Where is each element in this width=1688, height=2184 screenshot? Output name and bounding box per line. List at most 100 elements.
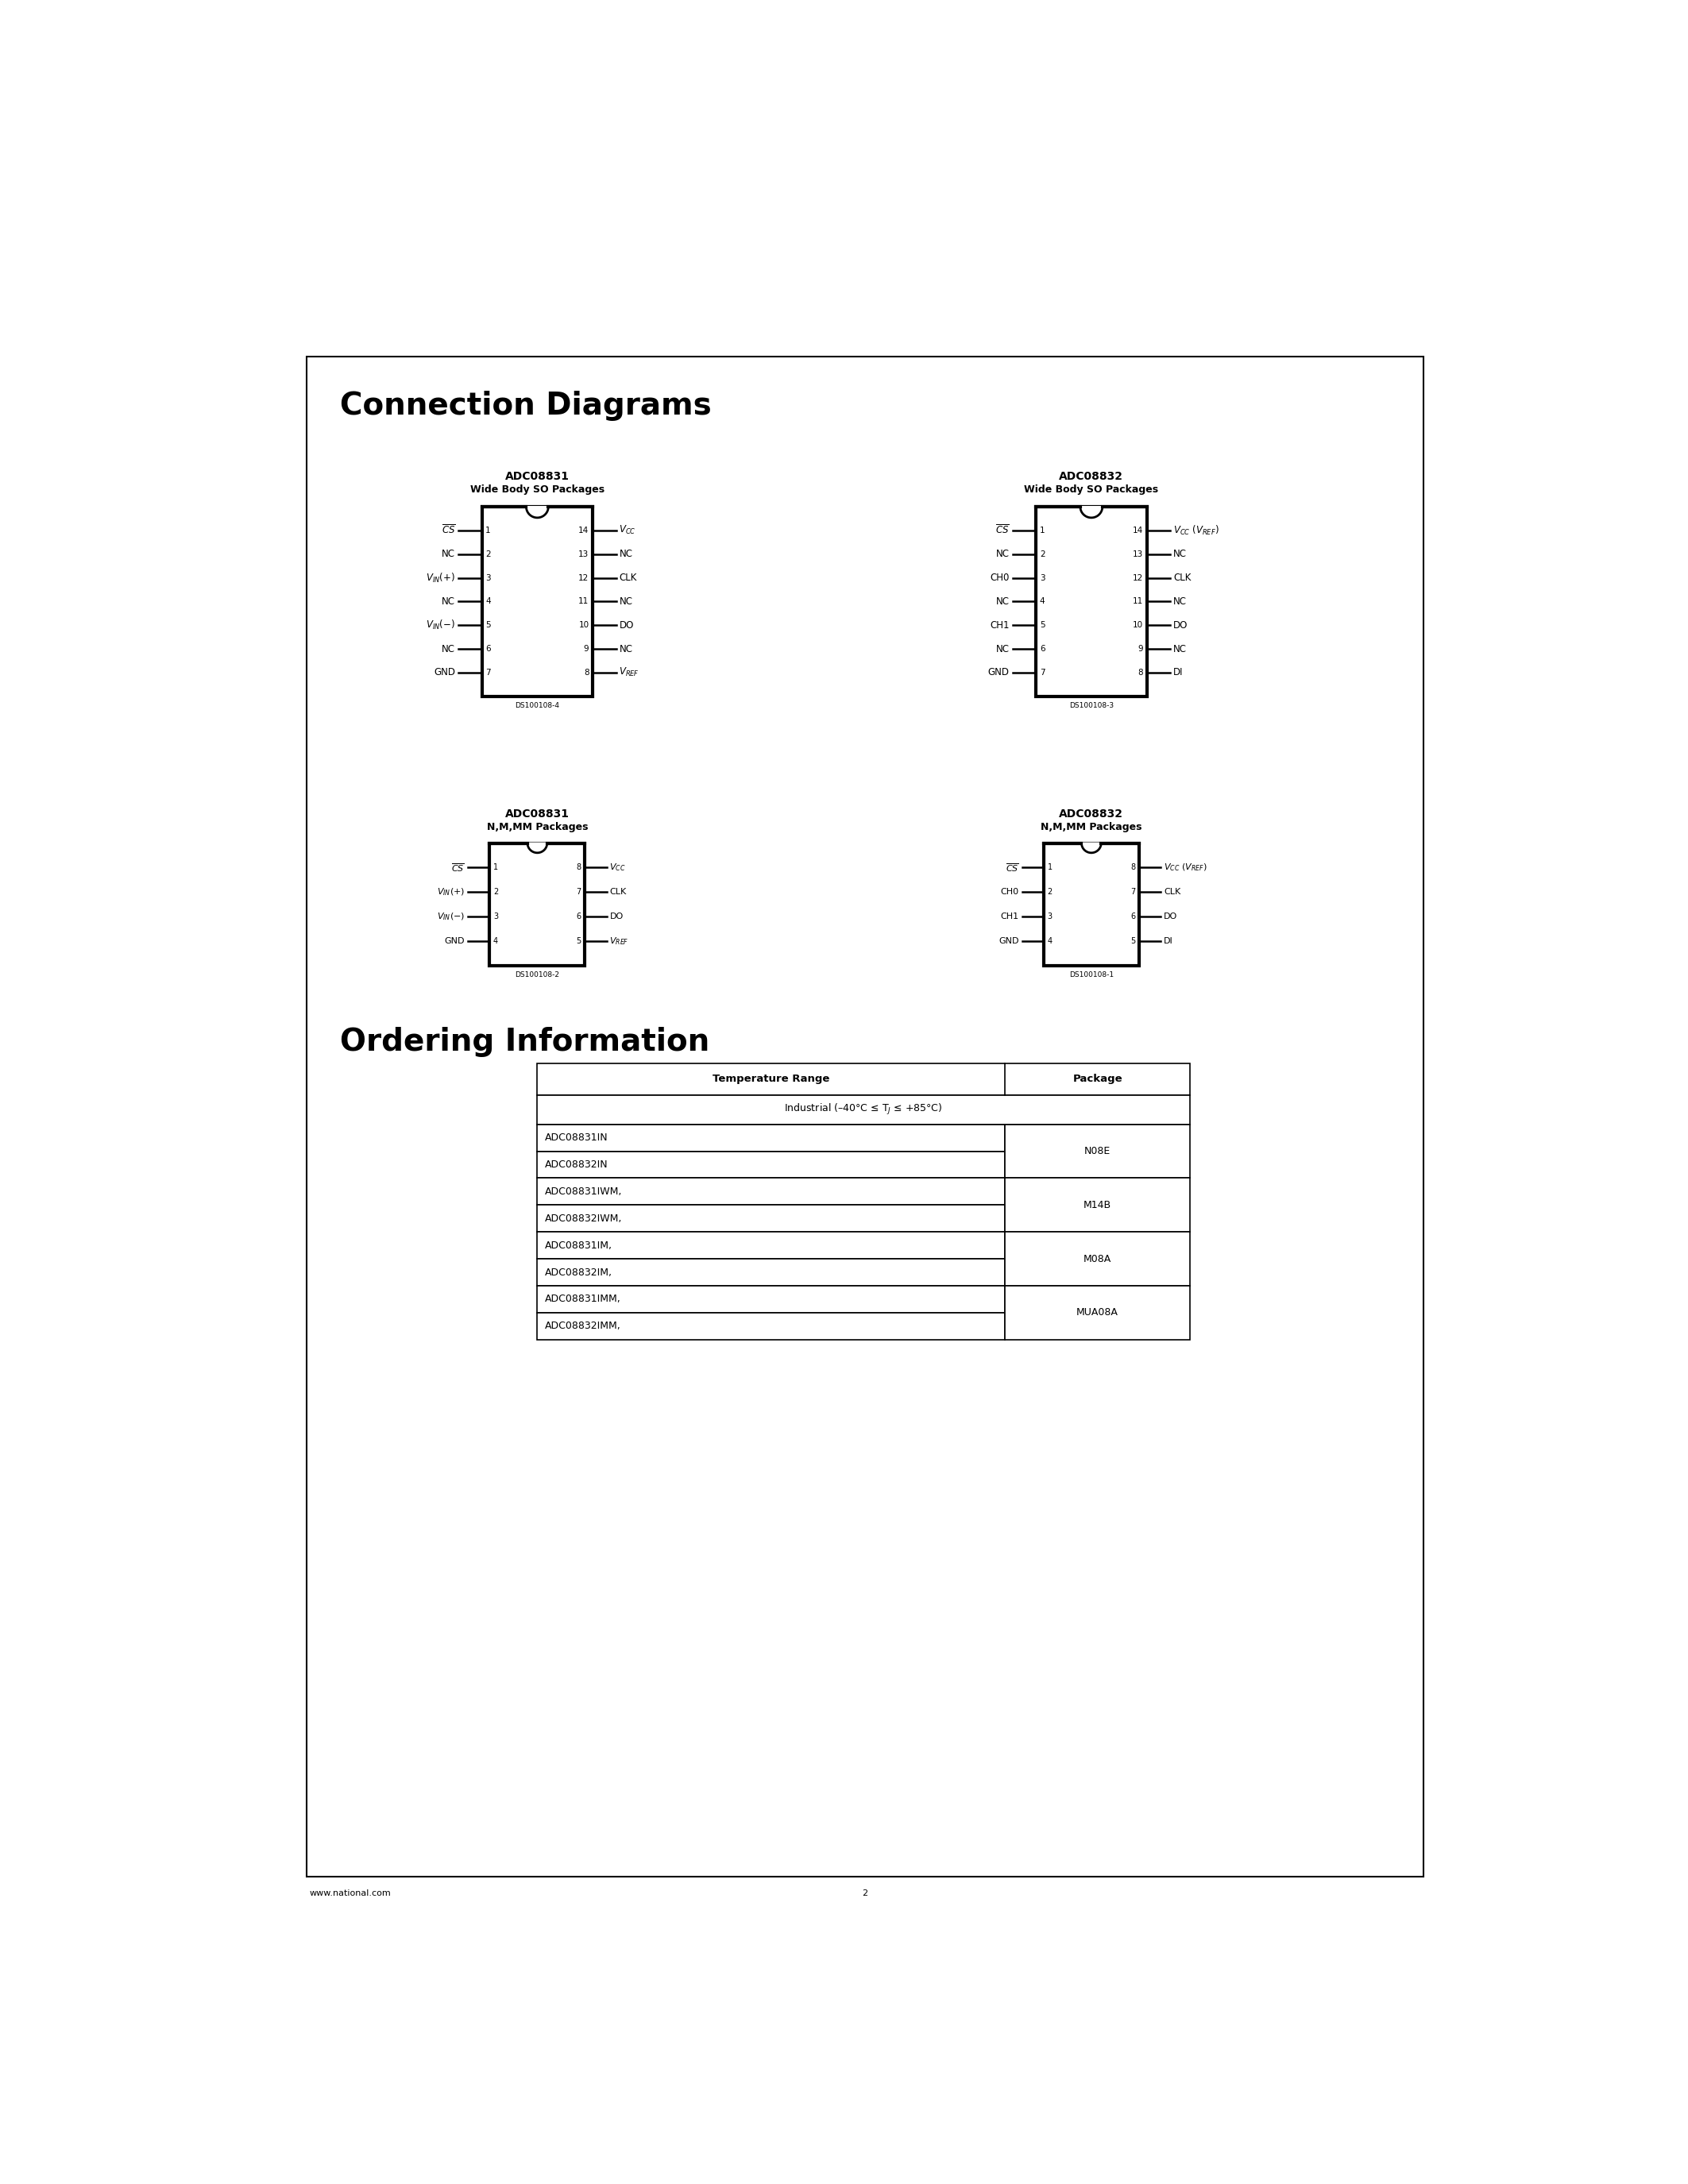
Text: $V_{CC}$: $V_{CC}$	[609, 863, 626, 874]
Text: CLK: CLK	[1173, 572, 1192, 583]
Text: DS100108-2: DS100108-2	[515, 972, 559, 978]
Text: 10: 10	[1133, 620, 1143, 629]
Text: Industrial (–40°C ≤ T$_J$ ≤ +85°C): Industrial (–40°C ≤ T$_J$ ≤ +85°C)	[785, 1103, 942, 1116]
Text: 4: 4	[1047, 937, 1052, 946]
Text: Ordering Information: Ordering Information	[341, 1026, 711, 1057]
Text: 12: 12	[579, 574, 589, 581]
Text: 3: 3	[1047, 913, 1052, 919]
Text: 11: 11	[579, 598, 589, 605]
Text: NC: NC	[442, 644, 456, 653]
Text: NC: NC	[996, 596, 1009, 607]
Text: NC: NC	[996, 548, 1009, 559]
Text: 2: 2	[493, 889, 498, 895]
Text: 14: 14	[579, 526, 589, 535]
Text: $\overline{CS}$: $\overline{CS}$	[441, 524, 456, 537]
Text: ADC08831: ADC08831	[505, 808, 569, 819]
Bar	[481, 507, 592, 697]
Text: NC: NC	[619, 596, 633, 607]
Text: ADC08831IWM,: ADC08831IWM,	[545, 1186, 621, 1197]
Bar	[537, 1206, 1004, 1232]
Text: 13: 13	[579, 550, 589, 559]
Text: CH0: CH0	[1001, 889, 1020, 895]
Text: 6: 6	[1040, 644, 1045, 653]
Text: 12: 12	[1133, 574, 1143, 581]
Text: ADC08831IM,: ADC08831IM,	[545, 1241, 613, 1251]
Text: 10: 10	[579, 620, 589, 629]
Text: 13: 13	[1133, 550, 1143, 559]
Text: 4: 4	[493, 937, 498, 946]
Text: Package: Package	[1072, 1075, 1123, 1083]
Bar	[537, 1177, 1004, 1206]
Bar	[537, 1064, 1190, 1094]
Bar	[537, 1258, 1004, 1286]
Bar	[307, 356, 1423, 1876]
Text: CLK: CLK	[1163, 889, 1180, 895]
Text: CH1: CH1	[989, 620, 1009, 631]
Text: N,M,MM Packages: N,M,MM Packages	[486, 821, 587, 832]
Text: NC: NC	[442, 596, 456, 607]
Text: GND: GND	[999, 937, 1020, 946]
Text: NC: NC	[1173, 548, 1187, 559]
Text: 5: 5	[576, 937, 581, 946]
Text: $V_{IN}(-)$: $V_{IN}(-)$	[425, 618, 456, 631]
Text: N,M,MM Packages: N,M,MM Packages	[1041, 821, 1143, 832]
Text: NC: NC	[619, 644, 633, 653]
Text: GND: GND	[434, 668, 456, 677]
Text: $V_{CC}$: $V_{CC}$	[619, 524, 636, 537]
Text: 1: 1	[1047, 863, 1052, 871]
Text: 3: 3	[1040, 574, 1045, 581]
Bar	[537, 1125, 1004, 1151]
Text: $V_{REF}$: $V_{REF}$	[609, 935, 630, 946]
Text: CH1: CH1	[1001, 913, 1020, 919]
Text: Temperature Range: Temperature Range	[712, 1075, 830, 1083]
Bar	[537, 1313, 1004, 1339]
Text: CLK: CLK	[609, 889, 626, 895]
Text: ADC08832IM,: ADC08832IM,	[545, 1267, 613, 1278]
Text: NC: NC	[442, 548, 456, 559]
Bar	[537, 1286, 1004, 1313]
Text: ADC08831IMM,: ADC08831IMM,	[545, 1295, 621, 1304]
Bar	[537, 1094, 1190, 1125]
Bar	[1004, 1232, 1190, 1286]
Text: DO: DO	[609, 913, 623, 919]
Text: DI: DI	[1163, 937, 1173, 946]
Text: 6: 6	[1131, 913, 1136, 919]
Bar	[1004, 1286, 1190, 1339]
Text: $V_{CC}$ ($V_{REF}$): $V_{CC}$ ($V_{REF}$)	[1163, 863, 1207, 874]
Text: $\overline{CS}$: $\overline{CS}$	[452, 863, 464, 874]
Text: 7: 7	[1131, 889, 1136, 895]
Text: 1: 1	[486, 526, 491, 535]
Text: ADC08832IMM,: ADC08832IMM,	[545, 1321, 621, 1332]
Text: NC: NC	[1173, 644, 1187, 653]
Text: 3: 3	[493, 913, 498, 919]
Text: 7: 7	[576, 889, 581, 895]
Text: $V_{IN}(+)$: $V_{IN}(+)$	[425, 572, 456, 583]
Text: $V_{IN}(-)$: $V_{IN}(-)$	[437, 911, 464, 922]
Text: 9: 9	[584, 644, 589, 653]
Text: Wide Body SO Packages: Wide Body SO Packages	[1025, 485, 1158, 494]
Text: CH0: CH0	[991, 572, 1009, 583]
Text: 8: 8	[1138, 668, 1143, 677]
Text: 5: 5	[1131, 937, 1136, 946]
Text: 3: 3	[486, 574, 491, 581]
Text: NC: NC	[1173, 596, 1187, 607]
Text: 2: 2	[1047, 889, 1052, 895]
Text: 7: 7	[1040, 668, 1045, 677]
Text: MUA08A: MUA08A	[1077, 1308, 1119, 1317]
Text: 2: 2	[486, 550, 491, 559]
Text: 11: 11	[1133, 598, 1143, 605]
Text: NC: NC	[996, 644, 1009, 653]
Text: 6: 6	[486, 644, 491, 653]
Bar	[1004, 1125, 1190, 1177]
Text: 8: 8	[576, 863, 581, 871]
Text: DO: DO	[1173, 620, 1188, 631]
Bar	[1036, 507, 1146, 697]
Text: M14B: M14B	[1084, 1199, 1111, 1210]
Text: $V_{CC}$ ($V_{REF}$): $V_{CC}$ ($V_{REF}$)	[1173, 524, 1219, 537]
Text: DS100108-4: DS100108-4	[515, 703, 559, 710]
Text: ADC08831IN: ADC08831IN	[545, 1133, 608, 1142]
Bar	[537, 1151, 1004, 1177]
Text: 4: 4	[486, 598, 491, 605]
Text: $V_{IN}(+)$: $V_{IN}(+)$	[437, 887, 464, 898]
Text: 8: 8	[1131, 863, 1136, 871]
